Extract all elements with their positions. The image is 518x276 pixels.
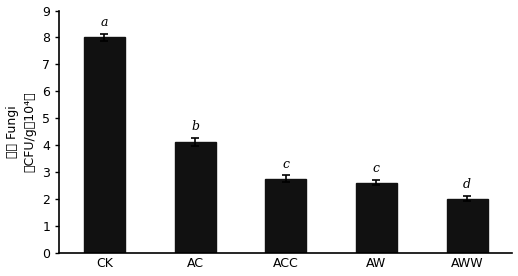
Y-axis label: 真菌 Fungi
（CFU/g，10⁴）: 真菌 Fungi （CFU/g，10⁴） [6,91,37,172]
Text: b: b [191,120,199,134]
Text: c: c [373,162,380,175]
Bar [265,179,306,253]
Bar [356,183,397,253]
Bar [447,199,487,253]
Bar [84,38,125,253]
Text: c: c [282,158,289,171]
Text: a: a [100,16,108,29]
Text: d: d [463,178,471,191]
Bar [175,142,215,253]
